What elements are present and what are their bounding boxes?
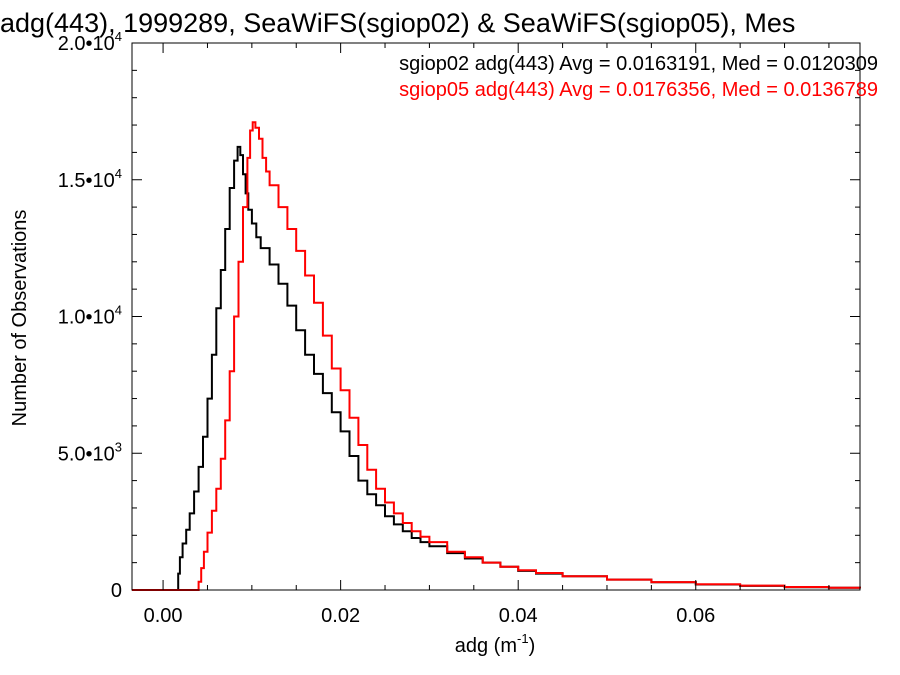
x-tick-label: 0.06 [676,605,715,627]
x-tick-label: 0.00 [144,605,183,627]
legend-entry-1: sgiop02 adg(443) Avg = 0.0163191, Med = … [399,53,878,75]
plot-area: 0.00 0.02 0.04 0.06 0 5.0•103 1.0•104 1.5•104 2.… [58,29,861,627]
legend: sgiop02 adg(443) Avg = 0.0163191, Med = … [399,53,878,101]
chart-title: adg(443), 1999289, SeaWiFS(sgiop02) & Se… [0,8,795,38]
y-tick-label: 1.5•104 [58,166,122,192]
axis-frame [131,42,861,591]
y-tick-label: 5.0•103 [58,439,122,465]
y-tick-label: 0 [111,580,122,602]
y-axis-label: Number of Observations [9,210,31,427]
y-tick-label: 1.0•104 [58,303,122,329]
series-line-1 [132,145,861,591]
series-line-2 [132,121,861,591]
legend-entry-2: sgiop05 adg(443) Avg = 0.0176356, Med = … [399,79,878,101]
y-tick-label: 2.0•104 [58,29,122,55]
x-tick-label: 0.04 [499,605,538,627]
x-tick-label: 0.02 [321,605,360,627]
x-axis-label: adg (m-1) [455,631,535,657]
